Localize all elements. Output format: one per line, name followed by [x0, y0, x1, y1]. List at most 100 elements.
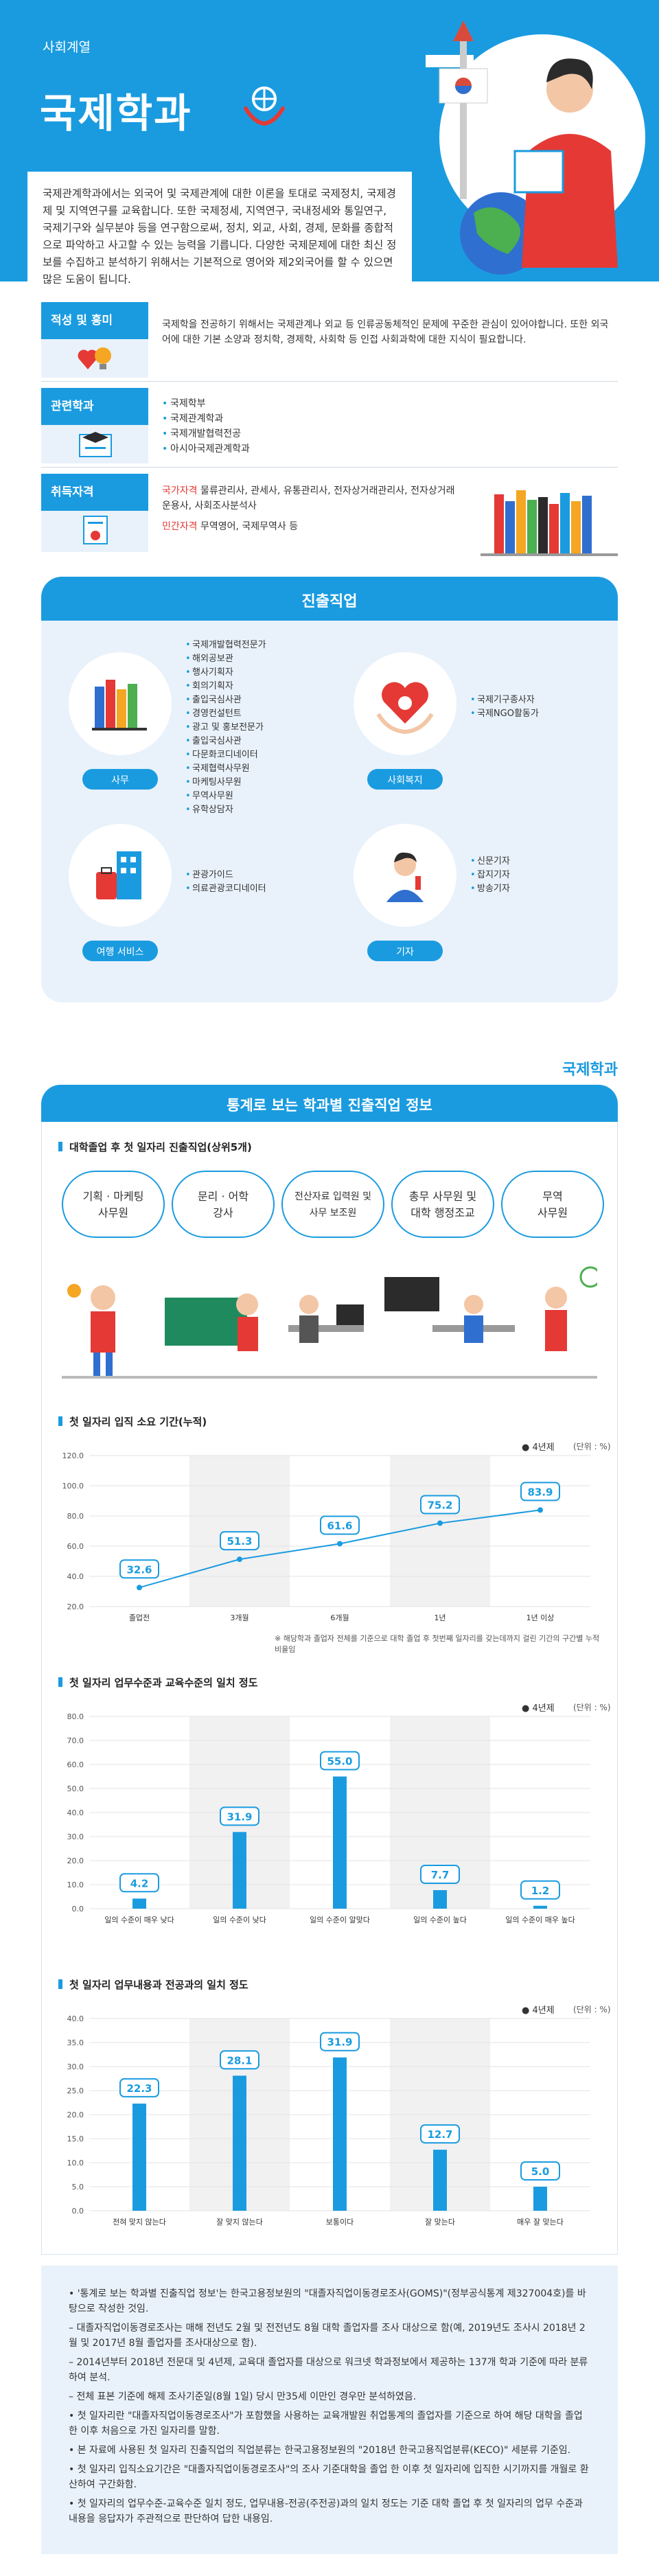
chart3-unit: (단위 : %): [573, 2005, 611, 2014]
value-label-box: [520, 1482, 560, 1502]
license-national: 국가자격 물류관리사, 관세사, 유통관리사, 전자상거래관리사, 전자상거래운…: [162, 483, 457, 514]
chart-1-line: 120.0 100.0 80.0 60.0 40.0 20.0 졸업전 3개월 6개월 1년 1년 …: [62, 1451, 590, 1622]
list-item: 해외공보관: [185, 652, 266, 666]
x-tick-label: 3개월: [230, 1613, 248, 1622]
data-label: 5.0: [531, 2165, 550, 2178]
top-job-bubble: 문리 · 어학 강사: [172, 1171, 275, 1238]
chart2-unit: (단위 : %): [573, 1703, 611, 1712]
list-item: 다문화코디네이터: [185, 748, 266, 762]
office-jobs: 국제개발협력전문가 해외공보관 행사기획자 회의기획자 출입국심사관 경영컨설턴…: [185, 639, 266, 817]
welfare-icon-circle: [354, 652, 456, 755]
bar: [132, 1898, 146, 1909]
data-label: 7.7: [431, 1869, 450, 1881]
value-label-box: [520, 2161, 560, 2181]
bar: [132, 2103, 146, 2211]
data-point: [437, 1520, 443, 1526]
aptitude-text: 국제학을 전공하기 위해서는 국제관계나 외교 등 인류공동체적인 문제에 꾸준…: [162, 319, 609, 345]
y-tick-label: 80.0: [67, 1512, 84, 1521]
note-item: • 첫 일자리의 업무수준-교육수준 일치 정도, 업무내용-전공(주전공)과의…: [69, 2498, 583, 2525]
data-label: 12.7: [427, 2128, 452, 2141]
list-item: 유학상담자: [185, 803, 266, 817]
y-tick-label: 30.0: [67, 1832, 84, 1841]
chart1-note: ※ 해당학과 졸업자 전체를 기준으로 대학 졸업 후 첫번째 일자리를 갖는데…: [275, 1634, 600, 1654]
list-item: 국제개발협력전문가: [185, 639, 266, 652]
note-item: • 첫 일자리란 "대졸자직업이동경로조사"가 포함했을 사용하는 교육개발원 …: [69, 2411, 583, 2437]
list-item: 국제협력사무원: [185, 762, 266, 776]
license-label: 취득자격: [41, 474, 148, 511]
value-label-box: [320, 1515, 360, 1535]
y-tick-label: 60.0: [67, 1760, 84, 1769]
list-item: 관광가이드: [185, 869, 266, 882]
category-label: 사회계열: [43, 40, 91, 55]
hero-illustration: [426, 21, 645, 275]
y-tick-label: 25.0: [67, 2086, 84, 2095]
heart-lightbulb-icon: [78, 347, 111, 369]
list-item: 국제NGO활동가: [470, 707, 539, 721]
list-item: 마케팅사무원: [185, 776, 266, 790]
list-item: 국제학부: [162, 396, 250, 411]
top-job-bubble: 무역 사무원: [501, 1171, 604, 1238]
books-icon: [92, 680, 147, 731]
value-label-box: [119, 1873, 159, 1893]
data-point: [337, 1541, 343, 1547]
list-item: 경영컨설턴트: [185, 707, 266, 721]
private-license-label: 민간자격: [162, 521, 198, 532]
list-item: 출입국심사관: [185, 693, 266, 707]
x-tick-label: 1년: [434, 1613, 446, 1622]
related-icon-box: [41, 425, 148, 463]
y-tick-label: 100.0: [62, 1482, 84, 1491]
data-label: 61.6: [327, 1519, 352, 1532]
data-label: 31.9: [227, 1810, 252, 1823]
license-icon-box: [41, 511, 148, 552]
y-tick-label: 40.0: [67, 2014, 84, 2023]
aptitude-label: 적성 및 흥미: [41, 302, 148, 339]
office-icon-circle: [69, 652, 172, 755]
page-title: 국제학과: [40, 90, 192, 137]
bar: [333, 1776, 347, 1909]
chart2-legend: ● 4년제: [522, 1703, 555, 1714]
data-point: [237, 1556, 242, 1563]
books-illustration: [481, 490, 618, 556]
data-label: 1.2: [531, 1885, 550, 1897]
bar: [433, 2150, 447, 2211]
top-job-bubble: 전산자료 입력원 및 사무 보조원: [281, 1171, 384, 1238]
aptitude-section: 적성 및 흥미 국제학을 전공하기 위해서는 국제관계나 외교 등 인류공동체적…: [41, 302, 618, 378]
value-label-box: [119, 2078, 159, 2097]
bar: [433, 1890, 447, 1909]
heart-hands-icon: [376, 682, 434, 735]
data-label: 28.1: [227, 2054, 252, 2067]
list-item: 잡지기자: [470, 869, 510, 882]
value-label-box: [520, 1880, 560, 1900]
list-item: 국제기구종사자: [470, 693, 539, 707]
value-label-box: [320, 1751, 360, 1771]
y-tick-label: 20.0: [67, 2111, 84, 2119]
list-item: 방송기자: [470, 882, 510, 896]
x-tick-label: 잘 맞지 않는다: [216, 2218, 263, 2227]
y-tick-label: 10.0: [67, 1881, 84, 1889]
x-tick-label: 전혀 맞지 않는다: [113, 2218, 166, 2227]
chart1-legend: ● 4년제: [522, 1442, 555, 1453]
data-point: [537, 1507, 543, 1513]
career-section: 진출직업 사무 국제개발협력전문가 해외공보관 행사기획자 회의기획자 출입국심…: [41, 577, 618, 1002]
note-item: – 대졸자직업이동경로조사는 매해 전년도 2월 및 전전년도 8월 대학 졸업…: [69, 2323, 586, 2349]
x-tick-label: 매우 잘 맞는다: [517, 2218, 564, 2227]
y-tick-label: 80.0: [67, 1712, 84, 1721]
y-tick-label: 5.0: [72, 2183, 84, 2192]
data-label: 83.9: [527, 1486, 553, 1498]
top-job-bubble: 총무 사무원 및 대학 행정조교: [391, 1171, 494, 1238]
list-item: 신문기자: [470, 855, 510, 869]
stats-title: 통계로 보는 학과별 진출직업 정보: [41, 1085, 618, 1122]
chart1-unit: (단위 : %): [573, 1442, 611, 1451]
national-license-text: 물류관리사, 관세사, 유통관리사, 전자상거래관리사, 전자상거래운용사, 사…: [162, 485, 455, 511]
list-item: 의료관광코디네이터: [185, 882, 266, 896]
career-label-reporter: 기자: [367, 941, 443, 961]
y-tick-label: 50.0: [67, 1784, 84, 1793]
chart-2-bar: 80.0 70.0 60.0 50.0 40.0 30.0 20.0 10.0 0.0 일의 수준…: [67, 1712, 590, 1924]
department-tag: 국제학과: [562, 1061, 618, 1079]
x-tick-label: 1년 이상: [527, 1613, 555, 1622]
list-item: 회의기획자: [185, 680, 266, 693]
x-tick-label: 일의 수준이 매우 낮다: [104, 1915, 174, 1924]
license-private: 민간자격 무역영어, 국제무역사 등: [162, 519, 457, 534]
stats-panel: [41, 1122, 618, 2255]
license-section: 취득자격 국가자격 물류관리사, 관세사, 유통관리사, 전자상거래관리사, 전…: [41, 474, 618, 556]
